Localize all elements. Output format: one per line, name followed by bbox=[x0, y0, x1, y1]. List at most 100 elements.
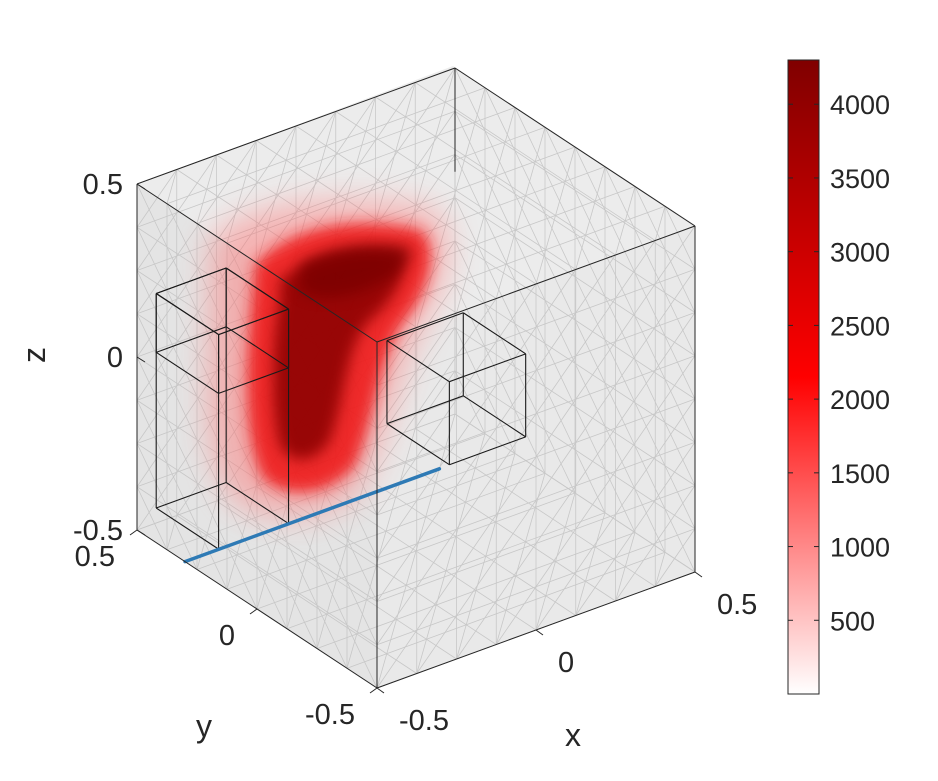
grid-line bbox=[575, 235, 586, 270]
grid-line bbox=[396, 585, 407, 620]
grid-line bbox=[575, 514, 616, 573]
grid-line bbox=[454, 370, 486, 434]
grid-line bbox=[505, 575, 517, 611]
grid-line bbox=[455, 156, 466, 191]
grid-line bbox=[206, 500, 217, 536]
grid-line bbox=[495, 586, 537, 645]
grid-line bbox=[575, 384, 616, 443]
grid-line bbox=[535, 528, 577, 587]
grid-line bbox=[514, 193, 546, 258]
grid-line bbox=[316, 518, 348, 582]
box-edge bbox=[218, 367, 289, 394]
grid-line bbox=[654, 312, 696, 371]
box-edge bbox=[155, 293, 219, 336]
grid-line bbox=[664, 335, 696, 400]
grid-line bbox=[416, 572, 457, 631]
grid-line bbox=[484, 87, 516, 151]
grid-line bbox=[395, 462, 406, 498]
grid-line bbox=[435, 448, 446, 483]
grid-line bbox=[575, 581, 586, 616]
box-edge bbox=[156, 482, 227, 509]
obstacle-column-top bbox=[155, 267, 290, 394]
grid-line bbox=[514, 323, 546, 387]
grid-line bbox=[416, 639, 427, 674]
box-edge bbox=[386, 395, 464, 425]
grid-line bbox=[376, 413, 418, 472]
grid-line bbox=[604, 166, 636, 230]
grid-line bbox=[634, 316, 666, 380]
grid-line bbox=[634, 272, 666, 337]
grid-line bbox=[435, 102, 446, 137]
colorbar-ticks: 500 1000 1500 2000 2500 3000 3500 4000 bbox=[788, 90, 890, 636]
heat-core bbox=[273, 251, 404, 460]
grid-line bbox=[495, 413, 537, 472]
grid-line bbox=[416, 356, 457, 415]
grid-line bbox=[575, 254, 616, 313]
grid-line bbox=[515, 541, 526, 577]
grid-line bbox=[465, 590, 477, 625]
grid-line bbox=[226, 554, 238, 590]
grid-line bbox=[564, 146, 576, 182]
grid-line bbox=[495, 264, 507, 299]
grid-line bbox=[136, 472, 178, 531]
grid-line bbox=[525, 507, 536, 542]
grid-line bbox=[136, 400, 168, 464]
colorbar-tick-label: 2500 bbox=[830, 311, 890, 341]
grid-line bbox=[504, 107, 516, 142]
box-edge bbox=[155, 351, 219, 394]
edge-top-front bbox=[376, 225, 696, 343]
grid-line bbox=[445, 190, 457, 225]
grid-line bbox=[375, 531, 387, 566]
grid-line bbox=[346, 624, 378, 689]
grid-line bbox=[654, 225, 696, 284]
y-axis-ticks: -0.5 0 0.5 bbox=[75, 529, 378, 731]
grid-line bbox=[535, 485, 577, 544]
grid-line bbox=[335, 140, 376, 199]
grid-line bbox=[664, 249, 696, 313]
grid-line bbox=[456, 514, 497, 573]
grid-line bbox=[416, 529, 457, 588]
x-tick-mark bbox=[535, 629, 544, 636]
grid-line bbox=[465, 121, 476, 157]
z-axis-ticks: -0.5 0 0.5 bbox=[73, 169, 146, 547]
grid-line bbox=[544, 429, 576, 494]
x-tick-label: 0 bbox=[558, 647, 574, 679]
grid-line bbox=[604, 426, 636, 490]
grid-line bbox=[346, 495, 378, 559]
grid-line bbox=[346, 633, 358, 669]
grid-line bbox=[544, 170, 576, 234]
grid-line bbox=[454, 327, 486, 391]
grid-line bbox=[664, 508, 696, 573]
grid-line bbox=[615, 220, 626, 256]
grid-line bbox=[416, 615, 457, 674]
x-axis-ticks: -0.5 0 0.5 bbox=[376, 571, 757, 737]
grid-line bbox=[574, 276, 606, 340]
y-tick-label: -0.5 bbox=[305, 699, 355, 731]
grid-line bbox=[634, 402, 666, 466]
grid-line bbox=[634, 229, 666, 293]
colorbar-tick-label: 1000 bbox=[830, 533, 890, 563]
grid-line bbox=[456, 624, 467, 660]
grid-line bbox=[376, 630, 418, 689]
colorbar: 500 1000 1500 2000 2500 3000 3500 4000 bbox=[787, 59, 890, 695]
grid-line bbox=[514, 107, 546, 171]
grid-line bbox=[226, 502, 258, 566]
grid-line bbox=[604, 296, 636, 360]
grid-line bbox=[604, 469, 636, 533]
grid-line bbox=[456, 428, 497, 487]
grid-line bbox=[176, 154, 217, 213]
grid-line bbox=[525, 161, 536, 196]
grid-line bbox=[574, 406, 606, 470]
colorbar-tick-label: 4000 bbox=[830, 90, 890, 120]
grid-line bbox=[375, 125, 416, 184]
grid-line bbox=[355, 477, 367, 512]
grid-line bbox=[425, 482, 436, 517]
grid-line bbox=[455, 502, 466, 537]
obstacle-boxes bbox=[155, 267, 527, 550]
box-edge bbox=[462, 395, 526, 438]
grid-line bbox=[495, 327, 537, 386]
grid-line bbox=[664, 422, 696, 486]
y-axis-label: y bbox=[196, 708, 212, 744]
grid-line bbox=[196, 526, 228, 590]
grid-line bbox=[166, 419, 198, 484]
